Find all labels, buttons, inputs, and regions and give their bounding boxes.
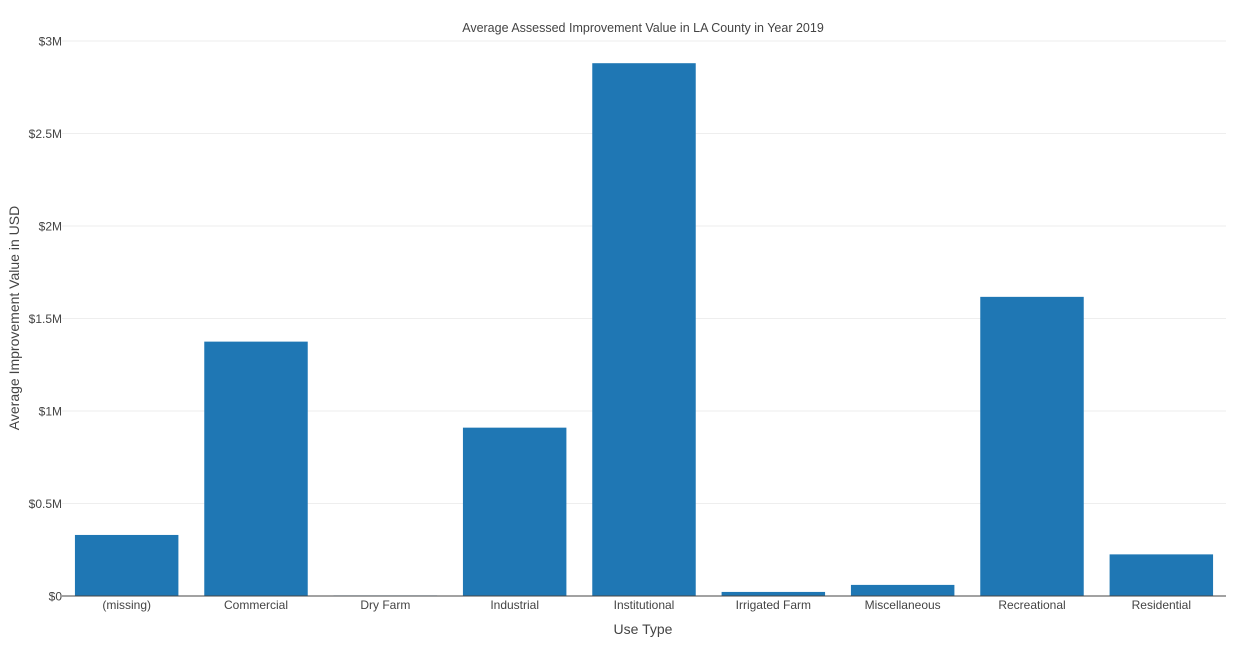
bar[interactable] <box>1109 554 1214 596</box>
y-tick-label: $2M <box>39 220 62 234</box>
x-tick-label: Residential <box>1132 598 1191 612</box>
y-tick-label: $3M <box>39 35 62 49</box>
y-tick-label: $1.5M <box>29 312 62 326</box>
bar[interactable] <box>462 427 567 596</box>
x-tick-label: Dry Farm <box>360 598 410 612</box>
x-tick-label: Industrial <box>490 598 539 612</box>
bar[interactable] <box>980 296 1084 596</box>
bar[interactable] <box>850 584 955 596</box>
x-tick-label: Commercial <box>224 598 288 612</box>
x-tick-label: (missing) <box>102 598 151 612</box>
chart-title: Average Assessed Improvement Value in LA… <box>462 21 824 35</box>
y-tick-label: $0.5M <box>29 497 62 511</box>
x-tick-label: Irrigated Farm <box>736 598 811 612</box>
y-axis-title: Average Improvement Value in USD <box>6 206 22 430</box>
y-tick-labels: $0 $0.5M $1M $1.5M $2M $2.5M $3M <box>29 35 63 604</box>
bar[interactable] <box>721 591 826 596</box>
y-tick-label: $1M <box>39 405 62 419</box>
bar[interactable] <box>592 63 696 596</box>
x-tick-label: Recreational <box>998 598 1065 612</box>
x-tick-label: Institutional <box>614 598 675 612</box>
bar[interactable] <box>74 534 179 596</box>
bar[interactable] <box>204 341 308 596</box>
x-tick-labels: (missing) Commercial Dry Farm Industrial Ins… <box>102 598 1191 612</box>
bars <box>74 63 1214 596</box>
y-tick-label: $0 <box>49 590 63 604</box>
y-tick-label: $2.5M <box>29 127 62 141</box>
x-axis-title: Use Type <box>614 621 673 637</box>
x-tick-label: Miscellaneous <box>865 598 941 612</box>
